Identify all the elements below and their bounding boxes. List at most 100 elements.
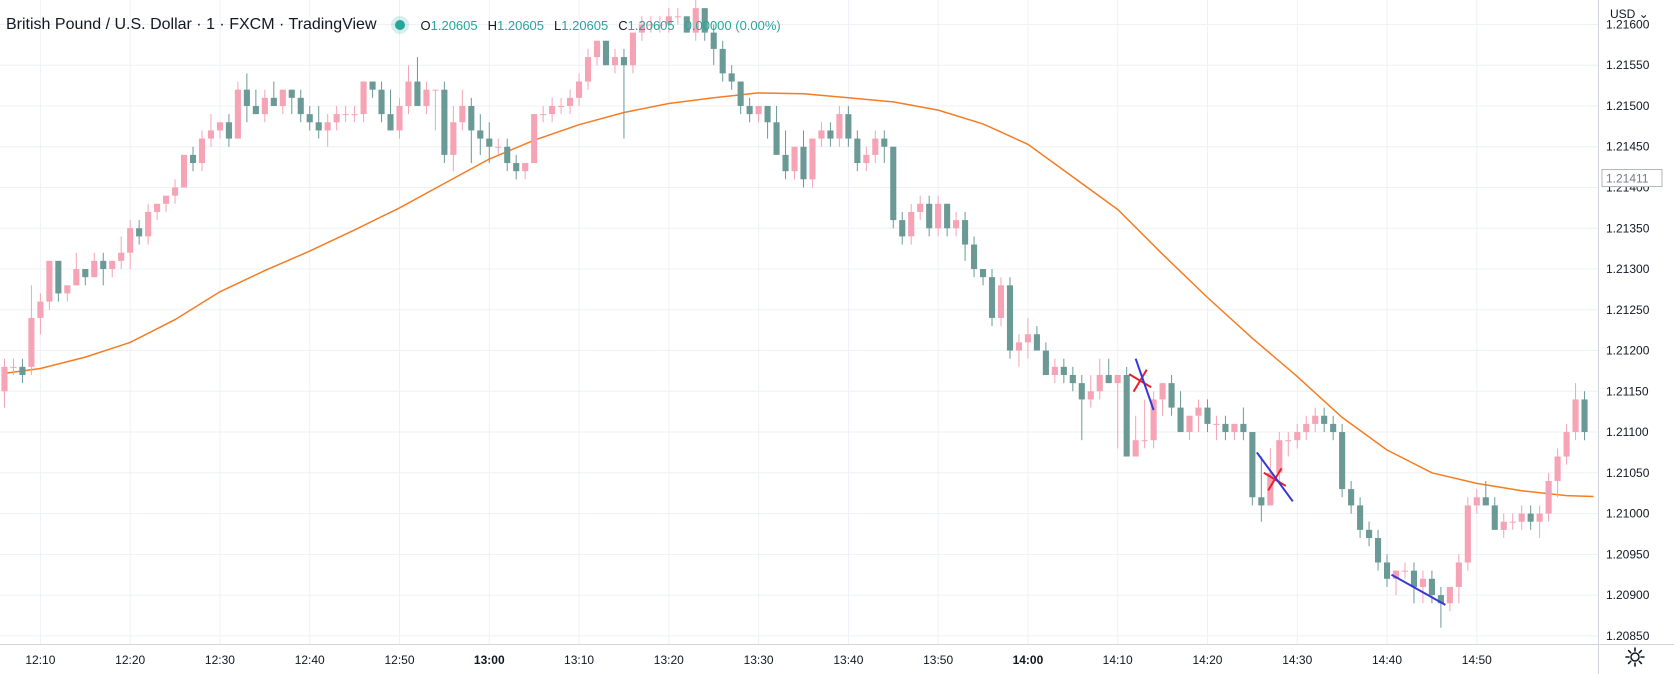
- candle-up: [1455, 554, 1462, 604]
- candle-body: [1240, 423, 1247, 433]
- candle-down: [1437, 586, 1444, 628]
- candle-body: [414, 81, 421, 106]
- candle-body: [468, 105, 475, 131]
- symbol-title[interactable]: British Pound / U.S. Dollar · 1 · FXCM ·…: [6, 16, 377, 33]
- candle-down: [225, 114, 232, 147]
- gear-icon[interactable]: [1624, 646, 1646, 668]
- candle-up: [647, 16, 654, 33]
- candle-down: [737, 81, 744, 115]
- candle-up: [46, 260, 53, 310]
- candle-body: [782, 154, 789, 172]
- candle-body: [513, 163, 520, 172]
- candle-up: [1545, 472, 1552, 522]
- candle-body: [1330, 423, 1337, 433]
- candle-down: [854, 130, 861, 172]
- candle-body: [46, 260, 53, 302]
- candle-body: [854, 138, 861, 164]
- candle-body: [1231, 423, 1238, 433]
- candle-down: [100, 252, 107, 286]
- price-tick-label: 1.21100: [1606, 425, 1649, 439]
- trend-line[interactable]: [1134, 358, 1155, 411]
- candle-down: [306, 105, 313, 131]
- candle-body: [836, 114, 843, 139]
- time-tick-label: 13:50: [923, 653, 953, 667]
- candle-up: [495, 138, 502, 155]
- candle-body: [333, 114, 340, 123]
- cross-stroke: [1267, 467, 1283, 491]
- candle-down: [55, 260, 62, 302]
- candle-down: [1330, 415, 1337, 441]
- candle-down: [19, 358, 26, 384]
- cross-marker[interactable]: [1263, 467, 1287, 491]
- candle-body: [10, 366, 17, 368]
- time-tick-label: 13:40: [833, 653, 863, 667]
- candle-body: [342, 114, 349, 116]
- candle-up: [872, 130, 879, 164]
- candle-down: [387, 89, 394, 131]
- candle-body: [387, 114, 394, 131]
- candle-body: [405, 81, 412, 106]
- candle-body: [1464, 505, 1471, 563]
- candle-body: [899, 220, 906, 237]
- price-tick-label: 1.21550: [1606, 58, 1650, 72]
- time-tick-label: 14:00: [1013, 653, 1044, 667]
- candle-up: [73, 252, 80, 286]
- candle-down: [1222, 415, 1229, 441]
- candle-body: [1042, 350, 1049, 375]
- candle-up: [1096, 358, 1103, 400]
- candle-body: [710, 32, 717, 49]
- candle-body: [1258, 497, 1265, 506]
- trend-line[interactable]: [1391, 573, 1446, 606]
- candle-body: [971, 244, 978, 270]
- trend-line[interactable]: [1256, 451, 1294, 502]
- candle-body: [225, 122, 232, 139]
- price-tick-label: 1.20850: [1606, 629, 1650, 643]
- candle-down: [1042, 342, 1049, 375]
- candle-body: [1518, 513, 1525, 522]
- candle-up: [575, 73, 583, 106]
- candle-down: [486, 122, 493, 164]
- candle-body: [252, 105, 259, 115]
- time-tick-label: 13:20: [654, 653, 684, 667]
- candle-down: [315, 105, 322, 139]
- candle-body: [1401, 570, 1409, 572]
- candle-down: [881, 130, 888, 164]
- candle-up: [1114, 374, 1121, 449]
- candle-body: [216, 122, 224, 131]
- time-tick-label: 13:00: [474, 653, 505, 667]
- candle-body: [1213, 423, 1220, 425]
- candle-body: [728, 73, 735, 82]
- candle-up: [198, 130, 206, 172]
- candle-up: [567, 89, 574, 115]
- candle-body: [207, 130, 215, 139]
- candle-down: [1204, 399, 1211, 433]
- candle-body: [908, 211, 915, 237]
- time-tick-label: 14:10: [1103, 653, 1133, 667]
- candle-up: [1132, 415, 1139, 457]
- candle-body: [1491, 505, 1498, 530]
- candle-up: [333, 105, 340, 131]
- candle-down: [701, 8, 708, 41]
- candle-down: [1258, 456, 1265, 522]
- candle-body: [297, 97, 304, 115]
- candle-body: [1374, 538, 1382, 563]
- candle-body: [477, 130, 484, 139]
- candle-up: [1231, 423, 1238, 441]
- cross-marker[interactable]: [1128, 369, 1152, 393]
- candle-body: [118, 252, 125, 261]
- candle-body: [1410, 570, 1418, 587]
- candle-body: [1006, 285, 1014, 351]
- candle-body: [531, 114, 538, 164]
- candle-body: [746, 105, 753, 115]
- candle-body: [638, 24, 645, 33]
- candle-body: [1446, 586, 1453, 604]
- candle-body: [620, 57, 627, 66]
- candle-body: [593, 40, 601, 58]
- candle-down: [773, 105, 780, 155]
- candle-body: [1527, 513, 1534, 522]
- candle-up: [531, 114, 538, 164]
- candle-body: [1357, 505, 1364, 530]
- currency-selector[interactable]: USD ⌄: [1610, 7, 1649, 21]
- candle-body: [1563, 432, 1570, 457]
